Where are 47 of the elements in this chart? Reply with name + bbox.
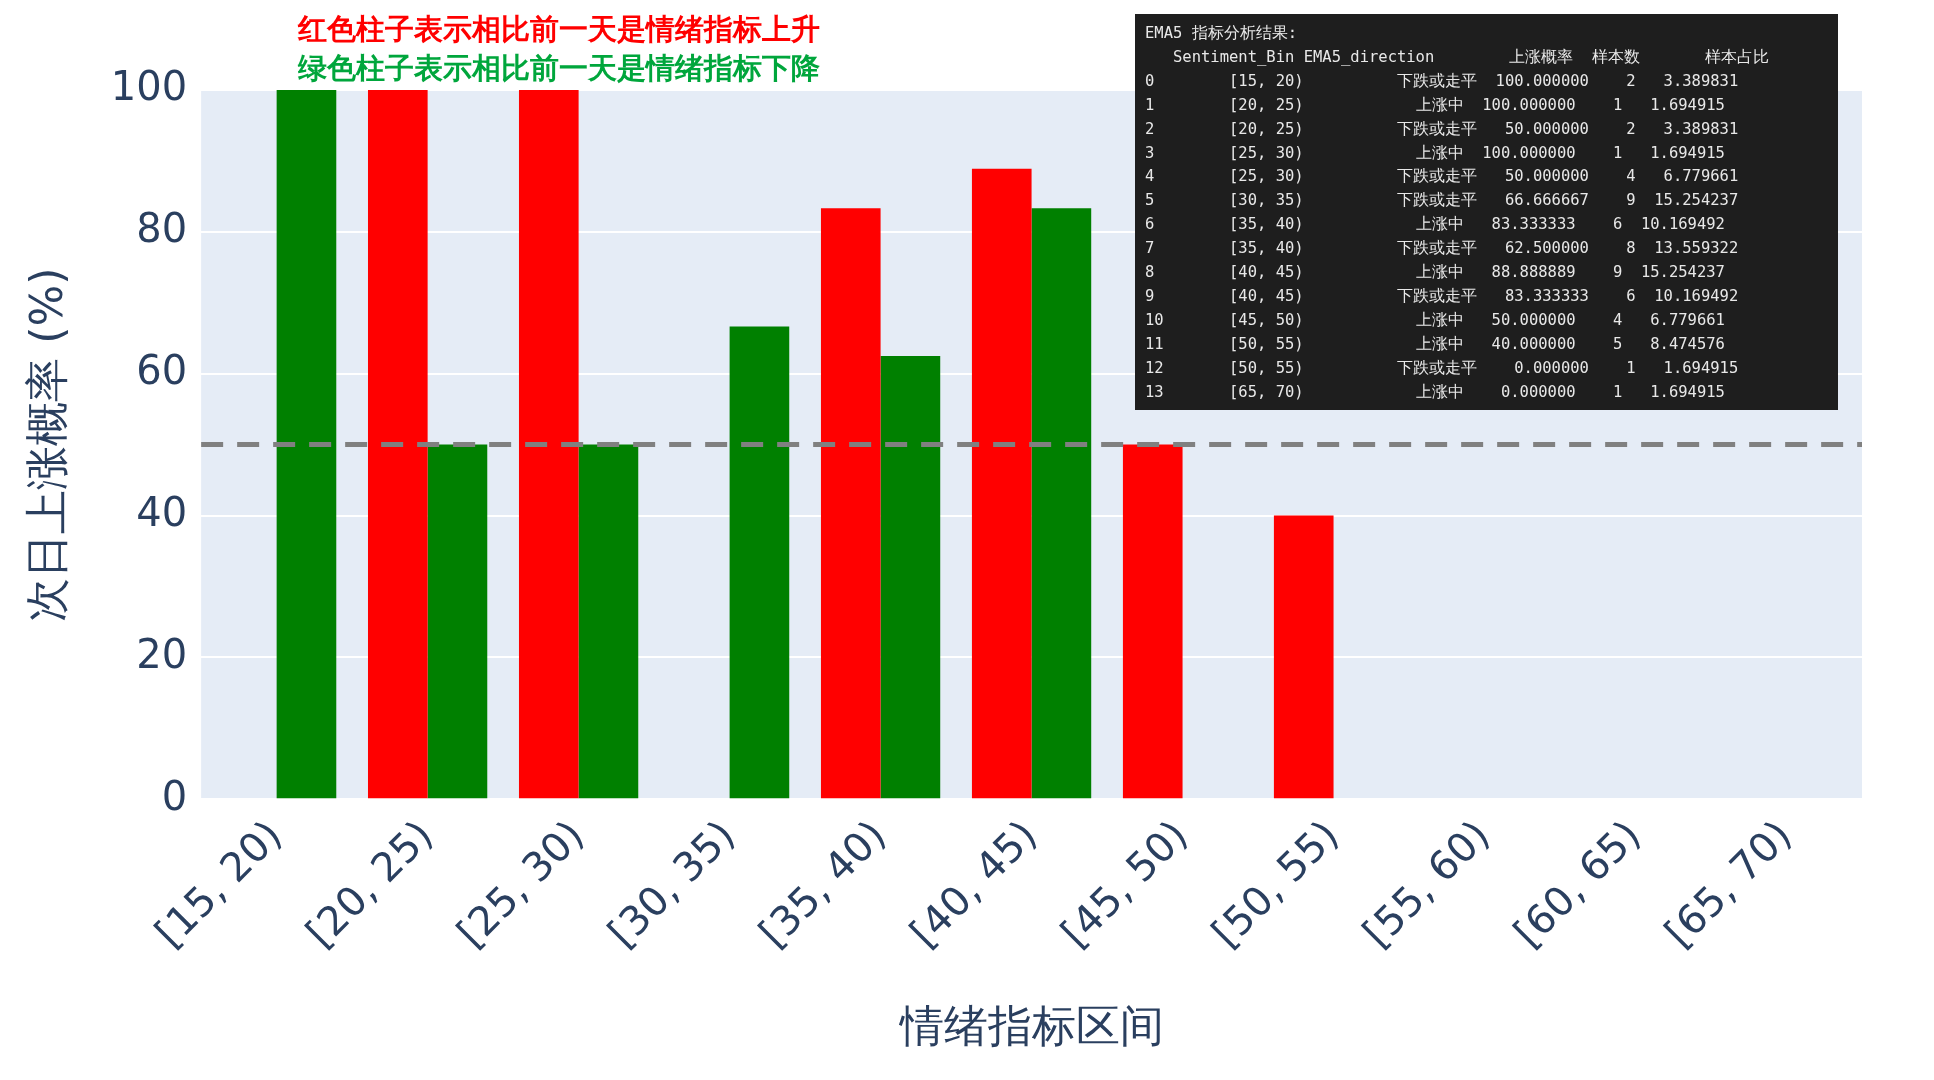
y-tick-label: 100 xyxy=(110,63,188,110)
bar xyxy=(820,208,881,799)
x-tick-label: [55, 60) xyxy=(1353,811,1499,956)
bar xyxy=(880,355,941,799)
annotation: 7 [35, 40) 下跌或走平 62.500000 8 13.559322 xyxy=(1145,238,1740,260)
annotation: 11 [50, 55) 上涨中 40.000000 5 8.474576 xyxy=(1145,333,1726,355)
y-tick-label: 20 xyxy=(136,630,188,677)
x-tick-label: [30, 35) xyxy=(598,811,744,956)
x-tick-label: [45, 50) xyxy=(1051,811,1197,956)
annotation: 9 [40, 45) 下跌或走平 83.333333 6 10.169492 xyxy=(1145,285,1740,307)
bar xyxy=(367,90,428,799)
bar xyxy=(729,326,790,799)
annotation: 3 [25, 30) 上涨中 100.000000 1 1.694915 xyxy=(1145,142,1726,164)
text: 绿色柱子表示相比前一天是情绪指标下降 xyxy=(298,50,820,87)
x-tick-label: [65, 70) xyxy=(1655,811,1801,956)
text: EMA5 指标分析结果: xyxy=(1145,24,1297,42)
y-tick-label: 60 xyxy=(136,347,188,394)
x-tick-label: [50, 55) xyxy=(1202,811,1348,956)
x-tick-label: [20, 25) xyxy=(296,811,442,956)
annotation: 12 [50, 55) 下跌或走平 0.000000 1 1.694915 xyxy=(1145,357,1740,379)
annotation: 2 [20, 25) 下跌或走平 50.000000 2 3.389831 xyxy=(1145,118,1740,140)
bar xyxy=(1031,208,1092,799)
text: 0 [15, 20) 下跌或走平 100.000000 2 3.389831 xyxy=(1145,71,1739,90)
text: Sentiment_Bin EMA5_direction 上涨概率 样本数 样本占比 xyxy=(1172,47,1769,66)
y-tick-label: 80 xyxy=(136,205,188,252)
bar xyxy=(518,90,579,799)
annotation: 1 [20, 25) 上涨中 100.000000 1 1.694915 xyxy=(1145,94,1726,116)
bar xyxy=(427,444,488,799)
annotation: 6 [35, 40) 上涨中 83.333333 6 10.169492 xyxy=(1145,214,1726,236)
annotation: 13 [65, 70) 上涨中 0.000000 1 1.694915 xyxy=(1145,381,1726,403)
bar xyxy=(578,444,639,799)
bar xyxy=(1273,515,1334,799)
bar xyxy=(1122,444,1183,799)
annotation: 5 [30, 35) 下跌或走平 66.666667 9 15.254237 xyxy=(1145,190,1740,212)
x-tick-label: [35, 40) xyxy=(749,811,895,956)
x-tick-label: [40, 45) xyxy=(900,811,1046,956)
x-tick-label: [25, 30) xyxy=(447,811,593,956)
bar xyxy=(276,90,337,799)
y-axis-title: 次日上涨概率 (%) xyxy=(20,267,72,622)
annotation: 10 [45, 50) 上涨中 50.000000 4 6.779661 xyxy=(1145,309,1726,331)
text: 红色柱子表示相比前一天是情绪指标上升 xyxy=(298,11,820,48)
annotation: 8 [40, 45) 上涨中 88.888889 9 15.254237 xyxy=(1145,262,1726,284)
x-axis-title: 情绪指标区间 xyxy=(897,1000,1164,1052)
bar xyxy=(971,168,1032,799)
annotation: 4 [25, 30) 下跌或走平 50.000000 4 6.779661 xyxy=(1145,166,1740,188)
y-tick-label: 40 xyxy=(136,488,188,535)
x-tick-label: [60, 65) xyxy=(1504,811,1650,956)
